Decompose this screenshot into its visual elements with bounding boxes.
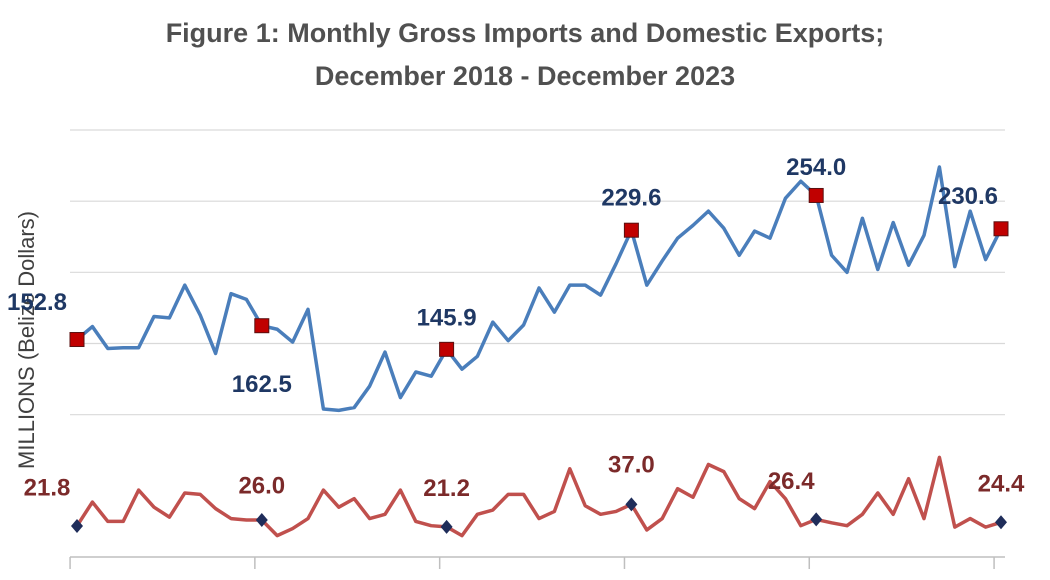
marker [71,518,83,533]
data-line [75,165,1003,413]
marker [810,512,823,527]
marker [993,221,1009,237]
chart-title: Figure 1: Monthly Gross Imports and Dome… [166,18,885,48]
data-label: 145.9 [417,305,477,332]
y-axis-label: MILLIONS (Belize Dollars) [14,211,39,469]
data-label: 21.8 [24,474,71,501]
data-label: 162.5 [232,371,292,398]
marker [995,515,1007,530]
marker [623,222,639,238]
marker [808,187,824,203]
marker [254,318,270,334]
data-line [75,455,1002,538]
data-label: 152.8 [7,289,67,316]
data-label: 37.0 [608,452,655,479]
data-label: 229.6 [601,185,661,212]
data-label: 26.4 [768,468,815,495]
data-label: 26.0 [238,472,285,499]
data-label: 230.6 [938,183,998,210]
marker [439,341,455,357]
marker [625,497,638,512]
marker [255,512,268,527]
marker [69,332,85,348]
data-label: 24.4 [978,471,1025,498]
marker [440,519,453,534]
chart-title: December 2018 - December 2023 [315,61,735,91]
data-label: 254.0 [786,154,846,181]
data-label: 21.2 [423,475,470,502]
